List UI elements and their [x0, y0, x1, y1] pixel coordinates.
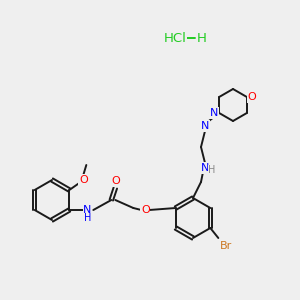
Text: H: H	[197, 32, 207, 44]
Text: O: O	[141, 205, 150, 215]
Text: H: H	[208, 165, 216, 175]
Text: N: N	[201, 121, 209, 131]
Text: N: N	[201, 163, 209, 173]
Text: O: O	[111, 176, 120, 186]
Text: Br: Br	[220, 241, 232, 251]
Text: HCl: HCl	[164, 32, 186, 44]
Text: O: O	[248, 92, 256, 102]
Text: N: N	[210, 108, 218, 118]
Text: N: N	[83, 205, 92, 215]
Text: H: H	[84, 213, 91, 223]
Text: O: O	[79, 175, 88, 185]
